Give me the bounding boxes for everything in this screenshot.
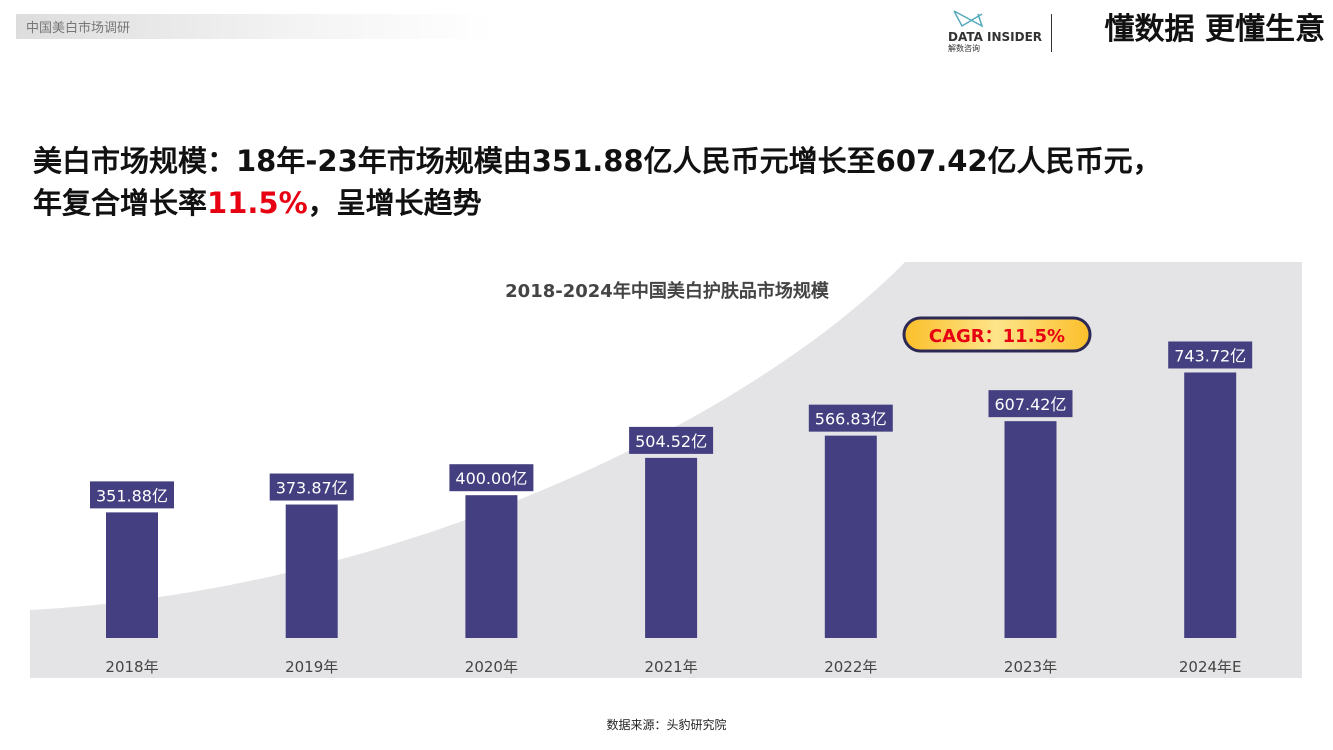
slogan: 懂数据 更懂生意 — [1104, 12, 1325, 47]
logo-name: DATA INSIDER — [948, 30, 1043, 44]
chart-title: 2018-2024年中国美白护肤品市场规模 — [505, 280, 830, 302]
bar — [285, 504, 338, 638]
logo-cn: 解数咨询 — [948, 44, 980, 53]
cagr-badge: CAGR：11.5% — [902, 316, 1092, 353]
x-tick-label: 2023年 — [1004, 658, 1057, 676]
x-tick-label: 2019年 — [285, 658, 338, 676]
data-label: 504.52亿 — [635, 432, 707, 451]
section-banner: 中国美白市场调研 — [16, 14, 496, 39]
bar — [645, 457, 698, 638]
section-title: 中国美白市场调研 — [26, 21, 131, 36]
data-label-box — [90, 481, 174, 509]
headline-line2b: ，呈增长趋势 — [307, 186, 482, 220]
x-tick-label: 2022年 — [824, 658, 877, 676]
data-label-box — [808, 404, 893, 432]
bar — [465, 495, 518, 638]
headline: 美白市场规模：18年-23年市场规模由351.88亿人民币元增长至607.42亿… — [33, 140, 1323, 224]
data-label-box — [988, 390, 1073, 418]
bar — [1184, 372, 1237, 638]
x-tick-label: 2018年 — [105, 658, 158, 676]
bar — [824, 435, 877, 638]
headline-line2: 年复合增长率11.5%，呈增长趋势 — [33, 182, 1323, 224]
logo: DATA INSIDER 解数咨询 — [948, 8, 1044, 58]
headline-line2a: 年复合增长率 — [33, 186, 208, 220]
axis-band — [30, 638, 1302, 678]
headline-highlight: 11.5% — [207, 186, 308, 220]
bar — [1004, 421, 1057, 638]
x-tick-label: 2020年 — [465, 658, 518, 676]
x-tick-label: 2024年E — [1179, 658, 1242, 676]
data-label: 373.87亿 — [276, 479, 348, 498]
logo-mark-icon — [953, 10, 984, 28]
data-label-box — [449, 464, 534, 492]
data-label-box — [629, 426, 714, 454]
bar — [106, 512, 158, 638]
data-label: 400.00亿 — [455, 469, 527, 488]
data-label: 566.83亿 — [815, 410, 887, 429]
data-label-box — [269, 473, 354, 501]
data-label: 607.42亿 — [995, 395, 1067, 414]
cagr-label: CAGR：11.5% — [929, 326, 1065, 347]
x-tick-label: 2021年 — [645, 658, 698, 676]
data-label: 743.72亿 — [1174, 346, 1246, 365]
header-divider — [1051, 14, 1052, 52]
data-label-box — [1168, 341, 1253, 369]
data-label: 351.88亿 — [96, 486, 168, 505]
headline-line1: 美白市场规模：18年-23年市场规模由351.88亿人民币元增长至607.42亿… — [33, 144, 1162, 178]
data-source: 数据来源：头豹研究院 — [606, 718, 727, 732]
